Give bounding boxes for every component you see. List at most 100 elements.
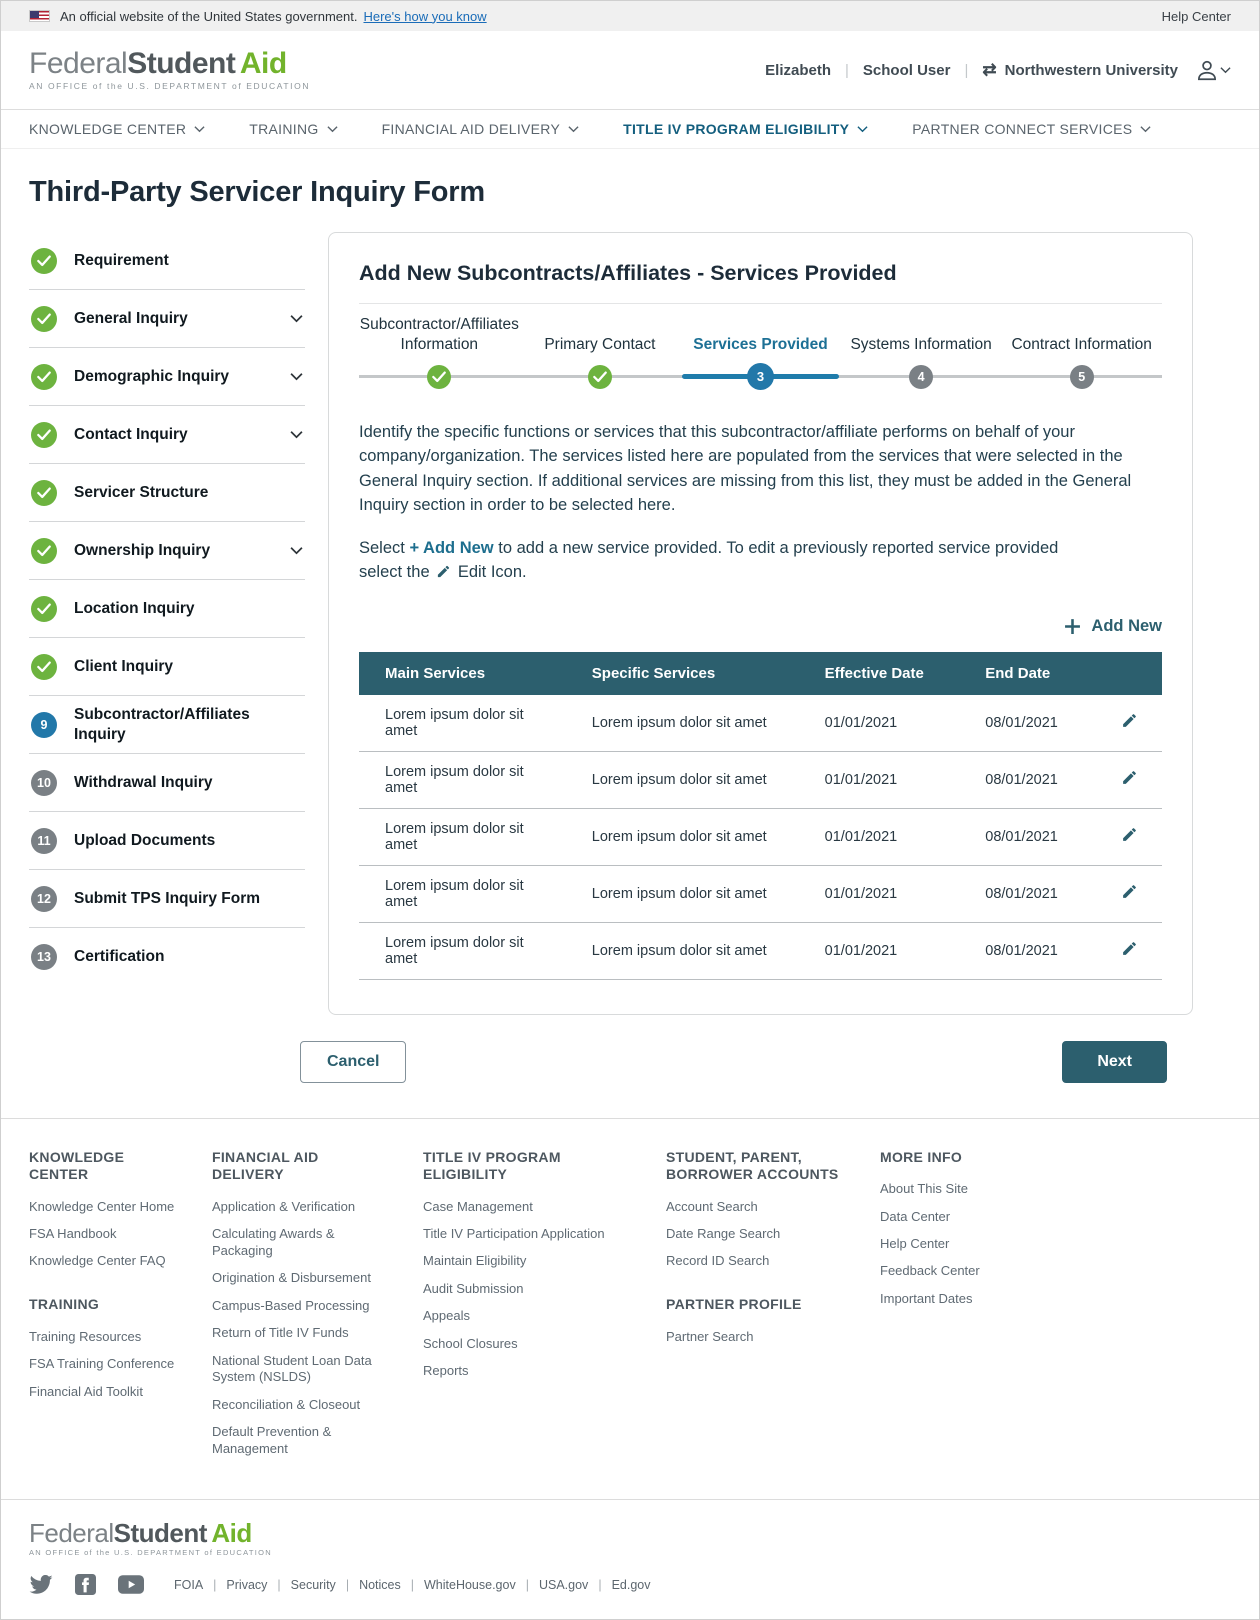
edit-row-button[interactable] <box>1121 712 1138 729</box>
logo-tagline: AN OFFICE of the U.S. DEPARTMENT of EDUC… <box>29 1547 272 1557</box>
wizard-step-contract-information[interactable]: Contract Information 5 <box>1001 314 1162 390</box>
add-new-button[interactable]: Add New <box>1064 617 1162 636</box>
footer-link-origination-disbursement[interactable]: Origination & Disbursement <box>212 1270 371 1286</box>
footer-section: KNOWLEDGE CENTER Knowledge Center Home FSA… <box>29 1149 182 1271</box>
footer-link-calculating-awards-packaging[interactable]: Calculating Awards & Packaging <box>212 1226 335 1258</box>
footer-link-important-dates[interactable]: Important Dates <box>880 1290 973 1306</box>
wizard-step-services-provided[interactable]: Services Provided 3 <box>680 314 841 390</box>
footer-link-knowledge-center-faq[interactable]: Knowledge Center FAQ <box>29 1253 166 1269</box>
edit-row-button[interactable] <box>1121 940 1138 957</box>
footer-link-audit-submission[interactable]: Audit Submission <box>423 1280 524 1296</box>
user-organization[interactable]: Northwestern University <box>1004 61 1178 79</box>
footer-link-fsa-handbook[interactable]: FSA Handbook <box>29 1226 117 1242</box>
footer-link-record-id-search[interactable]: Record ID Search <box>666 1253 770 1269</box>
footer-link-reports[interactable]: Reports <box>423 1363 469 1379</box>
page-title: Third-Party Servicer Inquiry Form <box>29 176 485 208</box>
fsa-logo[interactable]: FederalStudent Aid AN OFFICE of the U.S.… <box>29 49 310 91</box>
sidebar-item-demographic-inquiry[interactable]: Demographic Inquiry <box>29 348 305 406</box>
footer-link-date-range-search[interactable]: Date Range Search <box>666 1226 781 1242</box>
footer-link-maintain-eligibility[interactable]: Maintain Eligibility <box>423 1253 527 1269</box>
sidebar-item-client-inquiry[interactable]: Client Inquiry <box>29 638 305 696</box>
cell-end-date: 08/01/2021 <box>969 922 1098 980</box>
footer-link-financial-aid-toolkit[interactable]: Financial Aid Toolkit <box>29 1383 143 1399</box>
footer-link-national-student-loan-data-system-nslds-[interactable]: National Student Loan Data System (NSLDS… <box>212 1352 372 1385</box>
us-flag-icon <box>29 10 50 22</box>
cell-specific-services: Lorem ipsum dolor sit amet <box>575 751 809 809</box>
footer-link-campus-based-processing[interactable]: Campus-Based Processing <box>212 1297 370 1313</box>
twitter-link[interactable] <box>29 1574 53 1595</box>
wizard-step-primary-contact[interactable]: Primary Contact <box>519 314 681 390</box>
footer-link-application-verification[interactable]: Application & Verification <box>212 1198 356 1214</box>
sidebar-item-location-inquiry[interactable]: Location Inquiry <box>29 580 305 638</box>
nav-item-financial-aid-delivery[interactable]: FINANCIAL AID DELIVERY <box>382 121 580 137</box>
youtube-link[interactable] <box>118 1575 144 1594</box>
hint-before: Select <box>359 539 405 557</box>
cancel-button[interactable]: Cancel <box>300 1040 407 1083</box>
sidebar-item-contact-inquiry[interactable]: Contact Inquiry <box>29 406 305 464</box>
sidebar-item-requirement[interactable]: Requirement <box>29 232 305 290</box>
swap-arrows-icon[interactable]: ⇄ <box>982 60 997 79</box>
add-new-inline-link[interactable]: + Add New <box>409 539 494 557</box>
footer-link-partner-search[interactable]: Partner Search <box>666 1328 754 1344</box>
account-menu-button[interactable] <box>1194 57 1231 83</box>
footer-link-default-prevention-management[interactable]: Default Prevention & Management <box>212 1424 332 1457</box>
footer-link-feedback-center[interactable]: Feedback Center <box>880 1263 980 1279</box>
footer-link-case-management[interactable]: Case Management <box>423 1198 533 1214</box>
nav-item-knowledge-center[interactable]: KNOWLEDGE CENTER <box>29 121 205 137</box>
wizard-step-systems-information[interactable]: Systems Information 4 <box>840 314 1002 390</box>
step-number-badge: 10 <box>31 769 57 796</box>
wizard-step-label: Systems Information <box>850 335 992 353</box>
footer-link-reconciliation-closeout[interactable]: Reconciliation & Closeout <box>212 1396 361 1412</box>
footer-link-fsa-training-conference[interactable]: FSA Training Conference <box>29 1356 175 1372</box>
edit-row-button[interactable] <box>1121 769 1138 786</box>
facebook-link[interactable] <box>75 1574 96 1595</box>
footer-link-return-of-title-iv-funds[interactable]: Return of Title IV Funds <box>212 1325 349 1341</box>
edit-pencil-icon <box>438 566 450 578</box>
edit-row-button[interactable] <box>1121 883 1138 900</box>
twitter-icon[interactable] <box>29 1574 53 1595</box>
sidebar-item-ownership-inquiry[interactable]: Ownership Inquiry <box>29 522 305 580</box>
fsa-logo-footer[interactable]: FederalStudent Aid AN OFFICE of the U.S.… <box>29 1520 1231 1557</box>
legal-link-whitehouse-gov[interactable]: WhiteHouse.gov <box>401 1578 516 1592</box>
sidebar-item-general-inquiry[interactable]: General Inquiry <box>29 290 305 348</box>
footer-link-data-center[interactable]: Data Center <box>880 1208 951 1224</box>
wizard-step-subcontractor-affiliates-information[interactable]: Subcontractor/Affiliates Information <box>359 314 520 390</box>
sidebar-item-withdrawal-inquiry[interactable]: 10 Withdrawal Inquiry <box>29 754 305 812</box>
facebook-icon[interactable] <box>75 1574 96 1595</box>
sidebar-item-subcontractor-affiliates-inquiry[interactable]: 9 Subcontractor/Affiliates Inquiry <box>29 696 305 754</box>
card-title: Add New Subcontracts/Affiliates - Servic… <box>359 261 897 285</box>
cell-end-date: 08/01/2021 <box>969 808 1098 866</box>
footer-link-appeals[interactable]: Appeals <box>423 1308 470 1324</box>
edit-row-button[interactable] <box>1121 826 1138 843</box>
legal-link-usa-gov[interactable]: USA.gov <box>516 1578 588 1592</box>
legal-link-ed-gov[interactable]: Ed.gov <box>588 1578 651 1592</box>
sidebar-item-servicer-structure[interactable]: Servicer Structure <box>29 464 305 522</box>
footer-section: TRAINING Training Resources FSA Training C… <box>29 1296 182 1400</box>
cell-effective-date: 01/01/2021 <box>808 922 970 980</box>
footer-link-about-this-site[interactable]: About This Site <box>880 1181 968 1197</box>
sidebar-item-upload-documents[interactable]: 11 Upload Documents <box>29 812 305 870</box>
footer-link-school-closures[interactable]: School Closures <box>423 1335 518 1351</box>
sidebar-item-submit-tps-inquiry-form[interactable]: 12 Submit TPS Inquiry Form <box>29 870 305 928</box>
next-button[interactable]: Next <box>1062 1040 1167 1083</box>
user-name[interactable]: Elizabeth <box>765 61 832 79</box>
divider <box>359 303 1162 304</box>
footer-link-training-resources[interactable]: Training Resources <box>29 1328 142 1344</box>
footer-link-account-search[interactable]: Account Search <box>666 1198 758 1214</box>
footer-link-knowledge-center-home[interactable]: Knowledge Center Home <box>29 1198 175 1214</box>
legal-link-notices[interactable]: Notices <box>336 1578 401 1592</box>
sidebar-item-certification[interactable]: 13 Certification <box>29 928 305 986</box>
check-circle-icon <box>31 363 57 390</box>
legal-link-privacy[interactable]: Privacy <box>203 1578 267 1592</box>
nav-item-training[interactable]: TRAINING <box>249 121 338 137</box>
youtube-icon[interactable] <box>118 1575 144 1594</box>
nav-item-title-iv-program-eligibility[interactable]: TITLE IV PROGRAM ELIGIBILITY <box>623 121 868 137</box>
legal-link-security[interactable]: Security <box>267 1578 336 1592</box>
legal-link-foia[interactable]: FOIA <box>174 1577 204 1592</box>
heres-how-link[interactable]: Here's how you know <box>363 8 487 24</box>
footer-link-help-center[interactable]: Help Center <box>880 1235 950 1251</box>
help-center-link[interactable]: Help Center <box>1161 8 1231 24</box>
footer-link-title-iv-participation-application[interactable]: Title IV Participation Application <box>423 1226 605 1242</box>
cell-specific-services: Lorem ipsum dolor sit amet <box>575 922 809 980</box>
nav-item-partner-connect-services[interactable]: PARTNER CONNECT SERVICES <box>912 121 1151 137</box>
